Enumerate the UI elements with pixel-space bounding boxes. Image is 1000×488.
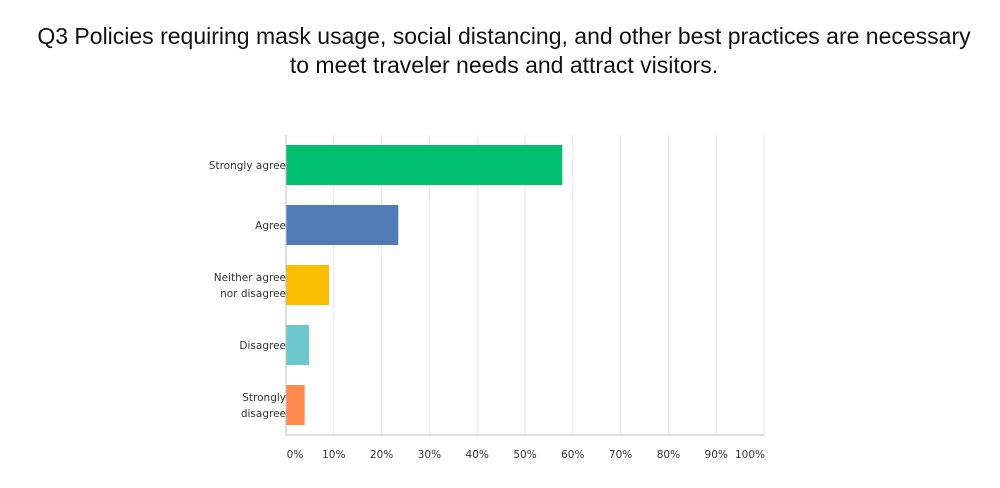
category-label-4: Strongly disagree xyxy=(241,392,286,420)
bars xyxy=(286,145,563,425)
category-label-3-line-0: Disagree xyxy=(239,340,286,352)
category-label-1-line-0: Agree xyxy=(255,220,286,232)
x-tick-label-8: 80% xyxy=(657,449,680,461)
chart-title: Q3 Policies requiring mask usage, social… xyxy=(0,22,1000,80)
x-tick-label-1: 10% xyxy=(322,449,345,461)
bar-0 xyxy=(286,145,563,185)
bar-2 xyxy=(286,265,330,305)
tick-labels: 0% 10% 20% 30% 40% 50% 60% 70% 80% 90% 100% xyxy=(287,449,765,461)
x-tick-label-5: 50% xyxy=(513,449,536,461)
chart-title-line-2: to meet traveler needs and attract visit… xyxy=(289,52,719,78)
x-tick-label-3: 30% xyxy=(418,449,441,461)
category-label-2-line-1: nor disagree xyxy=(220,288,286,300)
category-label-2: Neither agree nor disagree xyxy=(214,272,286,300)
axes xyxy=(285,135,764,436)
x-tick-label-4: 40% xyxy=(466,449,489,461)
x-tick-label-2: 20% xyxy=(370,449,393,461)
category-label-0: Strongly agree xyxy=(209,160,286,172)
x-tick-label-10: 100% xyxy=(735,449,765,461)
x-tick-label-9: 90% xyxy=(705,449,728,461)
category-label-4-line-1: disagree xyxy=(241,408,286,420)
x-tick-label-7: 70% xyxy=(609,449,632,461)
category-label-2-line-0: Neither agree xyxy=(214,272,286,284)
x-tick-label-6: 60% xyxy=(561,449,584,461)
bar-4 xyxy=(286,385,305,425)
category-label-1: Agree xyxy=(255,220,286,232)
chart-title-line-1: Q3 Policies requiring mask usage, social… xyxy=(37,23,971,49)
category-label-3: Disagree xyxy=(239,340,286,352)
category-labels: Strongly agree Agree Neither agree nor disa… xyxy=(209,160,286,420)
bar-3 xyxy=(286,325,309,365)
bar-1 xyxy=(286,205,399,245)
category-label-4-line-0: Strongly xyxy=(242,392,286,404)
category-label-0-line-0: Strongly agree xyxy=(209,160,286,172)
x-tick-label-0: 0% xyxy=(287,449,304,461)
